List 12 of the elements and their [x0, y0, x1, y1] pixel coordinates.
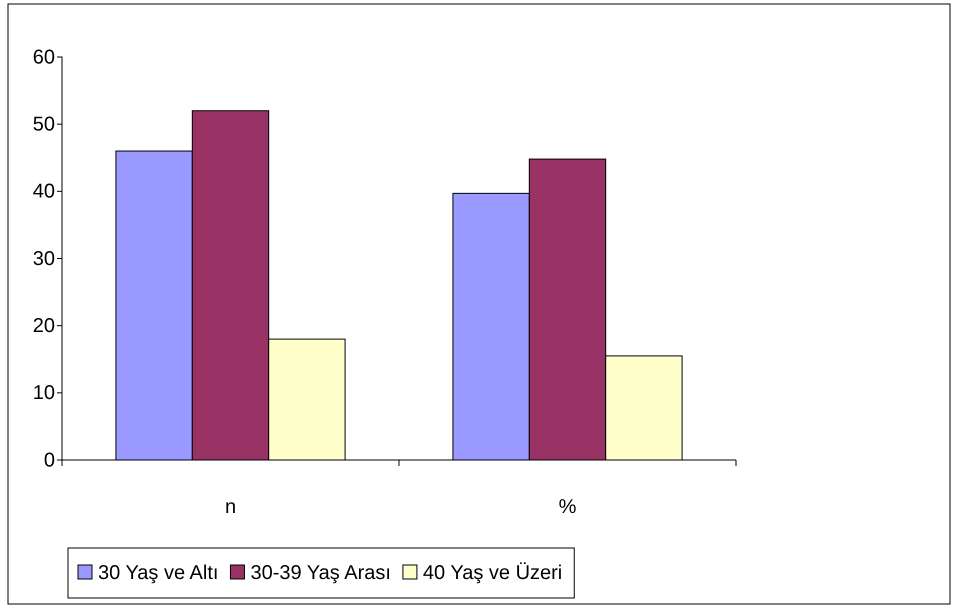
y-tick-label: 0 [44, 449, 55, 472]
y-tick-label: 30 [32, 248, 55, 270]
y-tick-label: 20 [32, 315, 55, 338]
x-tick-label: % [558, 496, 577, 518]
legend-label: 30 Yaş ve Altı [98, 562, 218, 584]
y-tick-label: 40 [32, 180, 55, 203]
legend-label: 30-39 Yaş Arası [250, 562, 391, 584]
y-tick-label: 50 [32, 114, 55, 136]
x-tick-label: n [224, 496, 236, 518]
legend-label: 40 Yaş ve Üzeri [422, 562, 562, 584]
y-tick-label: 10 [32, 382, 55, 404]
y-tick-label: 60 [32, 46, 55, 68]
